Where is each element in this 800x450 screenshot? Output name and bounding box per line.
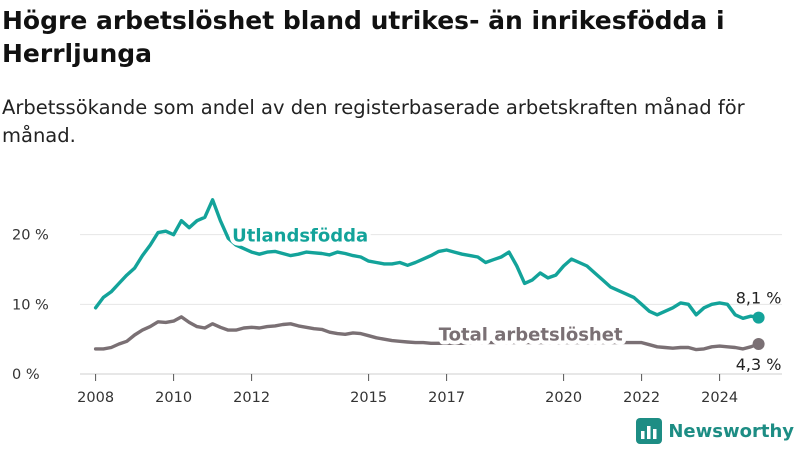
brand-name: Newsworthy [668, 420, 794, 442]
x-tick-label: 2012 [233, 390, 270, 406]
bar-chart-icon [636, 418, 663, 444]
x-tick-label: 2017 [428, 390, 465, 406]
series-line-1 [93, 315, 761, 352]
series-group [93, 198, 761, 352]
series-label-halo: Total arbetslöshet [439, 325, 623, 346]
series-end-point [752, 338, 765, 351]
y-axis: 0 % 10 % 20 % [12, 228, 49, 383]
x-tick-label: 2024 [701, 390, 738, 406]
series-label-halo: Utlandsfödda [232, 226, 368, 247]
series-label: Total arbetslöshet [439, 325, 623, 346]
x-tick-label: 2010 [155, 390, 192, 406]
x-tick-label: 2015 [350, 390, 387, 406]
x-tick-label: 2022 [623, 390, 660, 406]
series-end-point [752, 311, 765, 324]
y-tick-label: 10 % [12, 297, 49, 313]
x-tick-label: 2020 [545, 390, 582, 406]
chart-subtitle: Arbetssökande som andel av den registerb… [2, 96, 745, 147]
grid [80, 234, 782, 375]
x-axis: 2008 2010 2012 2015 2017 2020 2022 2024 [77, 374, 738, 406]
series-end-label: 8,1 % [736, 289, 782, 308]
y-tick-label: 0 % [12, 367, 40, 383]
series-label: Utlandsfödda [232, 226, 368, 247]
series-line-0 [93, 198, 761, 320]
x-tick-label: 2008 [77, 390, 114, 406]
chart-title: Högre arbetslöshet bland utrikes- än inr… [2, 6, 725, 68]
y-tick-label: 20 % [12, 228, 49, 244]
series-end-label: 4,3 % [736, 355, 782, 374]
brand-logo: Newsworthy [636, 418, 794, 444]
